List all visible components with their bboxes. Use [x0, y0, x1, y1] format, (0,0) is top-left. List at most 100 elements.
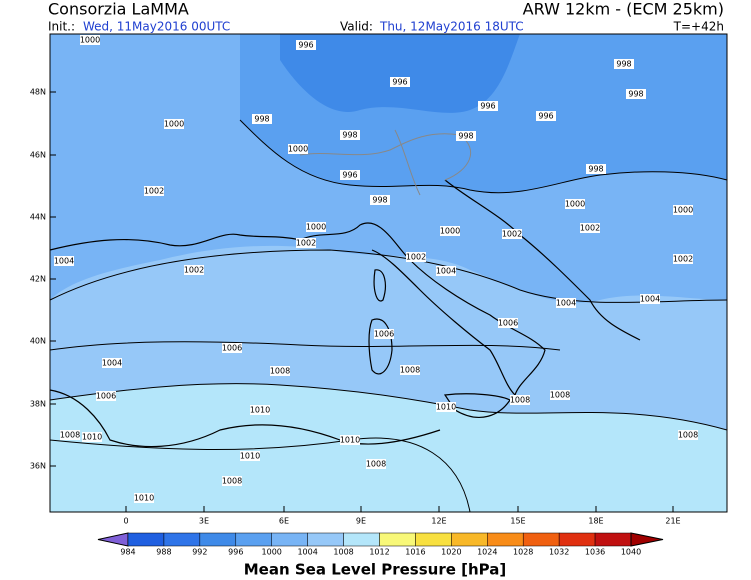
contour-label-bg [144, 186, 164, 196]
contour-label: 1008 [678, 431, 698, 440]
contour-label: 1010 [436, 403, 456, 412]
contour-label-bg [456, 131, 476, 141]
lon-label: 0 [123, 517, 128, 526]
contour-label: 998 [342, 131, 357, 140]
contour-label: 996 [342, 171, 357, 180]
contour-line [49, 341, 561, 351]
lon-label: 6E [279, 517, 289, 526]
contour-line [49, 383, 728, 431]
colorbar-label: 1036 [585, 548, 605, 557]
colorbar-segment [199, 532, 237, 547]
contour-label-bg [296, 238, 316, 248]
contour-label-bg [296, 40, 316, 50]
contour-label-bg [626, 89, 646, 99]
contour-label: 1008 [510, 396, 530, 405]
colorbar-segment [343, 532, 380, 547]
colorbar-segment [379, 532, 416, 547]
lon-label: 3E [199, 517, 209, 526]
contour-label: 1002 [580, 224, 600, 233]
contour-label-bg [673, 205, 693, 215]
contour-label: 1004 [640, 295, 660, 304]
contour-label-bg [102, 358, 122, 368]
contour-label-bg [510, 395, 530, 405]
contour-label: 998 [588, 165, 603, 174]
contour-label-bg [184, 265, 204, 275]
contour-label-bg [270, 366, 290, 376]
contour-label: 1004 [436, 267, 456, 276]
contour-label-bg [436, 402, 456, 412]
contour-label-bg [565, 199, 585, 209]
valid-time: Thu, 12May2016 18UTC [379, 20, 524, 34]
lat-label: 42N [30, 275, 46, 284]
contour-label-bg [374, 329, 394, 339]
forecast-step: T=+42h [673, 20, 724, 34]
contour-label: 1008 [550, 391, 570, 400]
contour-label: 1004 [556, 299, 576, 308]
contour-label: 1010 [250, 406, 270, 415]
colorbar-label: 1004 [297, 548, 317, 557]
contour-label-bg [640, 294, 660, 304]
contour-label-bg [134, 493, 154, 503]
coast-sardinia [368, 318, 393, 375]
colorbar-label: 1024 [477, 548, 497, 557]
coast-africa [49, 389, 441, 448]
coast-france [49, 233, 301, 251]
contour-label: 1000 [306, 223, 326, 232]
contour-label: 996 [298, 41, 313, 50]
colorbar-label: 996 [228, 548, 243, 557]
contour-label: 1000 [673, 206, 693, 215]
colorbar-label: 1012 [369, 548, 389, 557]
contour-label-bg [96, 391, 116, 401]
contour-label-bg [340, 130, 360, 140]
contour-label: 1002 [502, 230, 522, 239]
border [394, 129, 421, 196]
colorbar-label: 1008 [333, 548, 353, 557]
colorbar-segment [163, 532, 201, 547]
contour-label: 996 [538, 112, 553, 121]
colorbar-segment [522, 532, 560, 547]
contour-label-bg [502, 229, 522, 239]
contour-label: 1008 [60, 431, 80, 440]
contour-label: 1010 [340, 436, 360, 445]
contour-label-bg [222, 476, 242, 486]
contour-label-bg [164, 119, 184, 129]
contour-label-bg [440, 226, 460, 236]
title: Consorzia LaMMA [48, 0, 189, 19]
contour-label: 1000 [288, 145, 308, 154]
colorbar-label: 1000 [262, 548, 282, 557]
contour-label-bg [556, 298, 576, 308]
borders [299, 129, 472, 196]
contour-label-bg [370, 195, 390, 205]
contour-label: 1006 [96, 392, 116, 401]
lat-label: 44N [30, 213, 46, 222]
contour-label: 1010 [134, 494, 154, 503]
border [299, 133, 472, 181]
map-fill [50, 34, 727, 512]
colorbar-label: 1020 [441, 548, 461, 557]
contour-label-bg [366, 459, 386, 469]
contour-label-bg [536, 111, 556, 121]
lat-label: 38N [30, 400, 46, 409]
lat-label: 46N [30, 151, 46, 160]
generated: 0 3E 6E 9E 12E 15E 18E 21E 48N 46N 44N 42N 40N 38N 36N… [30, 35, 698, 557]
lat-label: 36N [30, 462, 46, 471]
contour-label-bg [288, 144, 308, 154]
contour-label: 1002 [406, 253, 426, 262]
contour-label: 1008 [366, 460, 386, 469]
coastlines [49, 179, 641, 448]
model: ARW 12km - (ECM 25km) [523, 0, 724, 19]
contour-label: 1004 [102, 359, 122, 368]
contour-label: 996 [480, 102, 495, 111]
contour-label: 1000 [164, 120, 184, 129]
contour-label: 996 [392, 78, 407, 87]
colorbar-segment [415, 532, 452, 547]
contour-label: 998 [616, 60, 631, 69]
region-1008-1012 [50, 383, 727, 512]
colorbar-segment [487, 532, 524, 547]
contour-label: 1000 [80, 36, 100, 45]
contour-label: 998 [628, 90, 643, 99]
contour-label: 998 [372, 196, 387, 205]
colorbar-high [630, 532, 664, 547]
coast-adriatic [444, 179, 641, 341]
